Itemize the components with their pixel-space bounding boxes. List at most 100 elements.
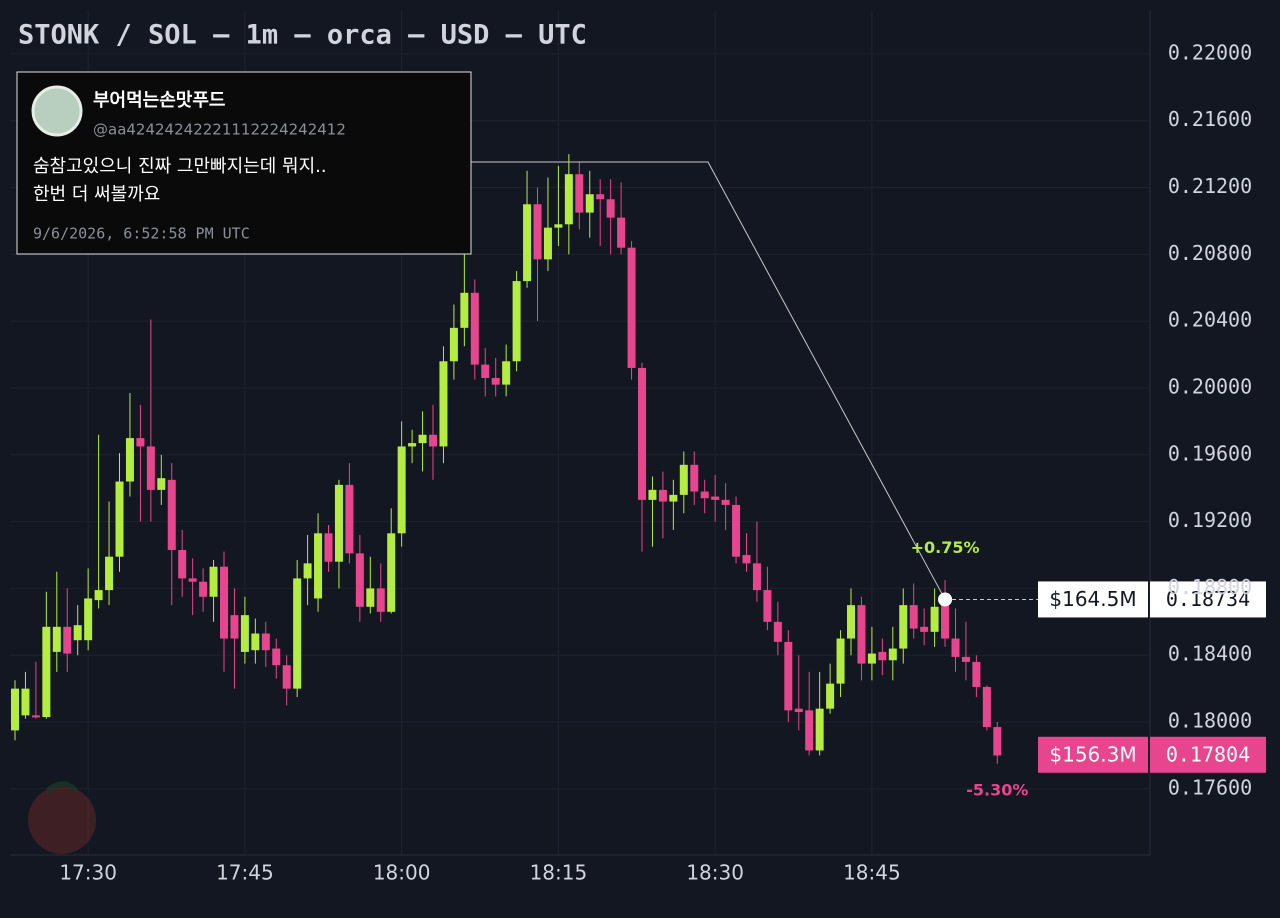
candle-body xyxy=(638,367,646,500)
y-tick-label: 0.21200 xyxy=(1168,174,1252,198)
x-tick-label: 18:45 xyxy=(843,861,901,885)
candle-body xyxy=(972,661,981,687)
candle-body xyxy=(742,555,751,564)
candle-body xyxy=(11,688,19,731)
candle-body xyxy=(355,553,364,607)
candle-body xyxy=(136,438,145,447)
candle-body xyxy=(930,606,939,632)
candle-body xyxy=(784,641,793,711)
mcap-label: $156.3M xyxy=(1049,742,1136,766)
candle-body xyxy=(899,605,908,649)
candle-body xyxy=(847,605,855,639)
annotation-point xyxy=(938,592,953,607)
candle-body xyxy=(345,484,354,554)
candle-body xyxy=(648,489,657,500)
candle-body xyxy=(366,588,375,607)
candle-body xyxy=(658,489,667,502)
candle-body xyxy=(334,484,343,562)
candle-body xyxy=(63,626,72,654)
tweet-card: 부어먹는손맛푸드 @aa42424242221112224242412 숨참고있으니… xyxy=(16,71,472,255)
x-tick-label: 17:30 xyxy=(59,861,117,885)
candle-body xyxy=(502,361,511,385)
chart-title: STONK / SOL — 1m — orca — USD — UTC xyxy=(18,20,587,51)
mcap-box xyxy=(1038,736,1148,773)
candle-body xyxy=(314,533,323,599)
change-label: +0.75% xyxy=(911,538,980,557)
price-box xyxy=(1150,736,1266,773)
candle-body xyxy=(836,638,845,684)
candle-body xyxy=(230,615,239,639)
candle-body xyxy=(387,533,396,612)
candle-body xyxy=(188,578,197,582)
candle-body xyxy=(125,438,134,482)
candle-body xyxy=(84,598,93,641)
y-tick-label: 0.19200 xyxy=(1168,508,1252,532)
candle-body xyxy=(815,708,824,751)
candle-body xyxy=(146,446,155,490)
candle-body xyxy=(732,504,741,557)
x-tick-label: 18:30 xyxy=(686,861,744,885)
candle-body xyxy=(826,683,835,709)
candle-body xyxy=(982,686,991,728)
candle-body xyxy=(240,615,249,652)
candle-body xyxy=(920,626,929,632)
x-tick-label: 18:00 xyxy=(373,861,431,885)
candle-body xyxy=(878,651,887,661)
y-tick-label: 0.19600 xyxy=(1168,441,1252,465)
candle-body xyxy=(261,633,270,651)
candle-body xyxy=(794,708,803,713)
annotation-line xyxy=(471,161,946,600)
candle-body xyxy=(669,494,678,502)
y-tick-label: 0.18400 xyxy=(1168,642,1252,666)
candle-body xyxy=(157,478,166,490)
candle-body xyxy=(679,464,688,495)
candle-body xyxy=(523,204,532,282)
candle-body xyxy=(512,281,521,362)
y-tick-label: 0.22000 xyxy=(1168,40,1252,64)
mcap-box xyxy=(1038,581,1148,618)
overlay: +0.75% $164.5M 0.18734 $156.3M 0.17804 -5.30%… xyxy=(16,71,1266,800)
change-label: -5.30% xyxy=(966,781,1028,800)
candle-body xyxy=(867,653,876,664)
candle-body xyxy=(460,292,469,328)
candle-body xyxy=(752,563,761,591)
candle-body xyxy=(449,327,458,362)
candle-body xyxy=(167,479,176,551)
y-tick-label: 0.20000 xyxy=(1168,374,1252,398)
candle-body xyxy=(857,605,866,664)
candle-body xyxy=(408,443,417,447)
candle-body xyxy=(763,590,772,622)
price-label: 0.17804 xyxy=(1166,742,1250,766)
candle-body xyxy=(941,600,950,639)
author-name: 부어먹는손맛푸드 xyxy=(93,90,225,111)
x-tick-label: 18:15 xyxy=(530,861,588,885)
mcap-label: $164.5M xyxy=(1049,587,1136,611)
candle-body xyxy=(418,434,427,444)
y-tick-label: 0.18000 xyxy=(1168,709,1252,733)
card-box xyxy=(16,71,472,255)
candle-body xyxy=(543,227,552,260)
candle-body xyxy=(324,533,333,562)
candle-body xyxy=(94,590,103,601)
candle-body xyxy=(21,688,30,716)
x-tick-label: 17:45 xyxy=(216,861,274,885)
candle-body xyxy=(376,588,385,612)
candle-body xyxy=(533,204,542,260)
candle-body xyxy=(575,174,584,213)
candle-body xyxy=(220,566,228,639)
candle-body xyxy=(993,727,1002,756)
candle-body xyxy=(491,377,500,385)
candle-body xyxy=(31,715,40,718)
candle-body xyxy=(909,605,918,629)
candle-body xyxy=(617,217,626,248)
candle-body xyxy=(439,361,448,447)
candle-body xyxy=(596,194,605,200)
candle-body xyxy=(690,464,699,492)
candle-body xyxy=(115,481,124,557)
candle-body xyxy=(606,199,615,218)
candle-body xyxy=(293,578,302,689)
tweet-date: 9/6/2026, 6:52:58 PM UTC xyxy=(33,225,250,243)
y-tick-label: 0.20400 xyxy=(1168,308,1252,332)
candle-body xyxy=(178,550,187,579)
